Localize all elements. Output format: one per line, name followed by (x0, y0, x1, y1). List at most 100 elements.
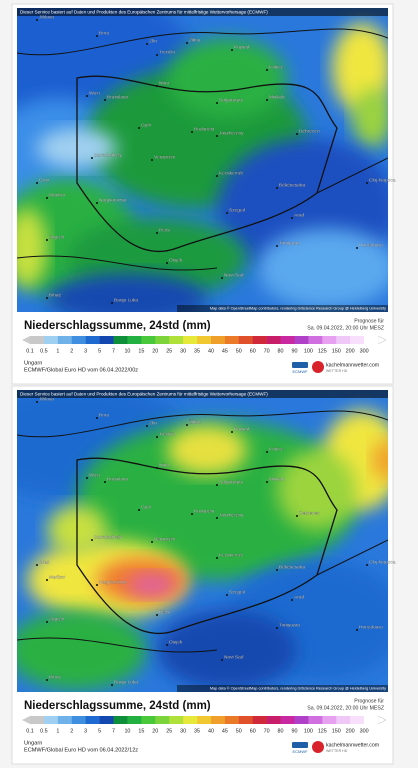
scale-swatch (85, 336, 100, 344)
attribution-bar (177, 305, 388, 312)
city-label: Győr (141, 122, 152, 128)
scale-swatch (127, 336, 142, 344)
scale-label: 300 (360, 728, 369, 734)
city-dot (231, 431, 233, 433)
city-label: Győr (141, 504, 152, 510)
city-label: Jászberény (219, 512, 244, 518)
scale-label: 60 (250, 728, 256, 734)
scale-label: 0.1 (26, 348, 34, 354)
country-border (76, 75, 338, 253)
forecast-label: Prognose für (354, 698, 384, 704)
kachelmann-icon (312, 741, 324, 753)
precip-area (167, 38, 287, 118)
scale-swatch (197, 336, 212, 344)
city-dot (216, 484, 218, 486)
scale-swatch (43, 716, 59, 724)
city-dot (111, 684, 113, 686)
logo-name: kachelmannwetter.com (326, 362, 379, 368)
city-dot (266, 481, 268, 483)
city-dot (151, 159, 153, 161)
scale-swatch (127, 716, 142, 724)
city-dot (111, 302, 113, 304)
city-dot (291, 599, 293, 601)
logo-sub: WETTER HD (326, 369, 348, 373)
city-dot (191, 513, 193, 515)
scale-label: 40 (208, 348, 214, 354)
logo-sub: WETTER HD (326, 749, 348, 753)
model-run: ECMWF/Global Euro HD vom 06.04.2022/12z (24, 747, 138, 753)
scale-swatch (252, 336, 267, 344)
scale-swatch (322, 336, 337, 344)
scale-swatch (350, 716, 365, 724)
city-label: Cluj-Napoca (369, 559, 396, 565)
city-label: Arad (294, 212, 304, 218)
scale-swatch (322, 716, 337, 724)
scale-label: 70 (264, 348, 270, 354)
city-dot (36, 401, 38, 403)
city-dot (291, 217, 293, 219)
scale-swatch (224, 336, 240, 344)
city-label: Košice (269, 446, 284, 452)
scale-label: 2 (70, 348, 73, 354)
city-dot (216, 135, 218, 137)
scale-label: 10 (124, 728, 130, 734)
scale-label: 35 (194, 348, 200, 354)
city-label: Arad (294, 594, 304, 600)
city-label: Novi Sad (224, 272, 244, 278)
city-label: Žilina (189, 35, 201, 43)
ecmwf-icon (292, 362, 308, 368)
scale-swatch (238, 336, 254, 344)
city-label: Novi Sad (224, 654, 244, 660)
city-dot (366, 182, 368, 184)
scale-swatch (336, 716, 351, 724)
city-dot (156, 54, 158, 56)
city-label: Timișoara (279, 622, 300, 628)
scale-label: 50 (236, 348, 242, 354)
city-dot (276, 569, 278, 571)
precip-area (17, 208, 47, 288)
scale-label: 70 (264, 728, 270, 734)
city-label: Nitra (159, 462, 169, 468)
city-label: Nagykanizsa (99, 579, 127, 585)
precip-area (127, 573, 177, 597)
city-label: Banja Luka (114, 679, 138, 685)
kachelmann-icon (312, 361, 324, 373)
city-dot (146, 43, 148, 45)
city-dot (216, 557, 218, 559)
scale-swatch (266, 716, 281, 724)
city-dot (216, 175, 218, 177)
city-dot (221, 277, 223, 279)
scale-label: 7 (112, 348, 115, 354)
country-border (17, 28, 388, 271)
scale-swatch (183, 716, 198, 724)
city-label: Bihać (49, 292, 62, 298)
scale-swatch (169, 336, 184, 344)
city-label: Hunedoara (359, 242, 383, 248)
city-label: Hunedoara (359, 624, 383, 630)
city-dot (276, 627, 278, 629)
scale-label: 80 (278, 348, 284, 354)
city-dot (151, 541, 153, 543)
scale-swatch (183, 336, 198, 344)
city-dot (356, 247, 358, 249)
city-dot (166, 262, 168, 264)
scale-label: 3 (84, 728, 87, 734)
precipitation-map (17, 390, 388, 692)
city-dot (146, 425, 148, 427)
city-label: Zagreb (49, 616, 65, 622)
scale-label: 15 (138, 728, 144, 734)
scale-swatch (85, 716, 100, 724)
city-label: Timișoara (279, 240, 300, 246)
city-label: Békéscsaba (279, 564, 305, 570)
scale-swatch (210, 716, 226, 724)
scale-arrow-left (22, 716, 30, 724)
scale-swatch (141, 336, 156, 344)
scale-label: 50 (236, 728, 242, 734)
scale-label: 25 (166, 728, 172, 734)
city-dot (266, 69, 268, 71)
scale-label: 0.5 (40, 348, 48, 354)
city-dot (266, 451, 268, 453)
scale-swatch (364, 716, 379, 724)
city-label: Wien (89, 90, 100, 96)
city-dot (156, 85, 158, 87)
